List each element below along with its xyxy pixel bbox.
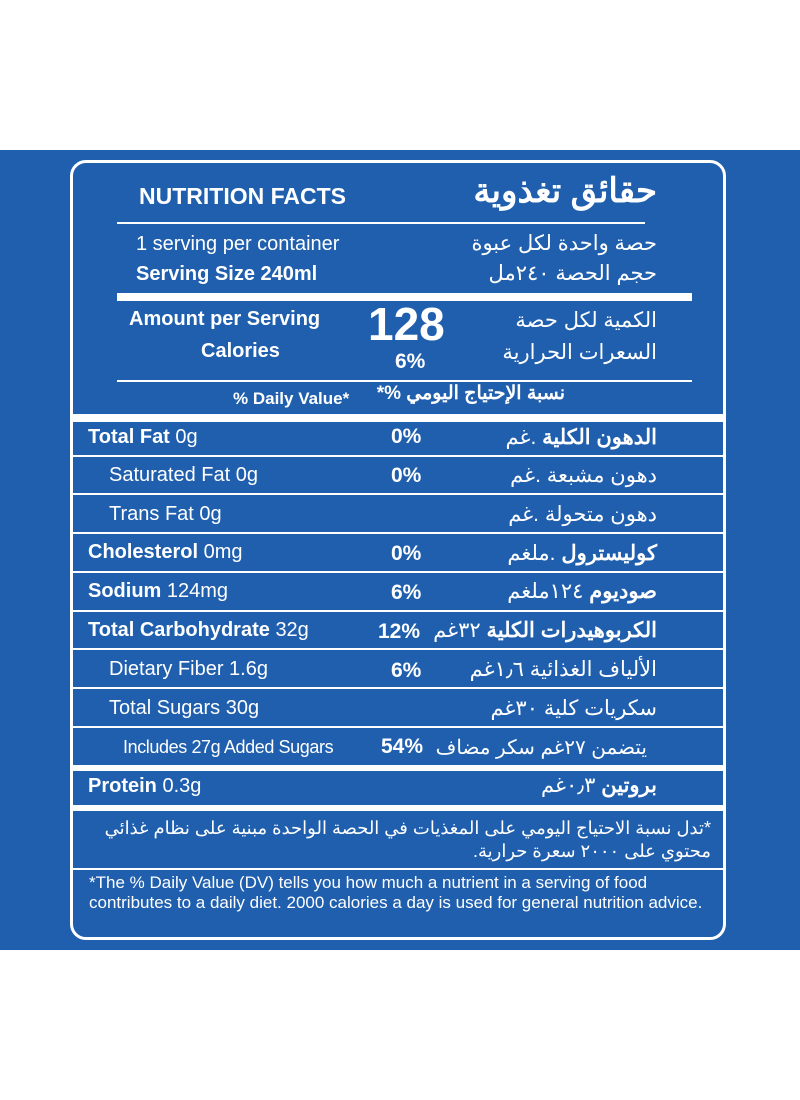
serving-size-ar: حجم الحصة ٢٤٠مل	[488, 262, 657, 285]
divider	[73, 868, 723, 870]
servings-per-container-ar: حصة واحدة لكل عبوة	[471, 232, 657, 255]
sodium-percent: 6%	[391, 581, 422, 604]
total-carbohydrate-ar: الكربوهيدرات الكلية ٣٢غم	[433, 619, 657, 642]
saturated-fat-percent: 0%	[391, 464, 422, 487]
footnote-ar: *تدل نسبة الاحتياج اليومي على المغذيات ف…	[104, 818, 711, 861]
dietary-fiber-en: Dietary Fiber 1.6g	[109, 658, 268, 680]
total-sugars-en: Total Sugars 30g	[109, 697, 260, 719]
total-fat-percent: 0%	[391, 425, 422, 448]
divider	[73, 455, 723, 457]
title-en: NUTRITION FACTS	[139, 183, 346, 209]
divider	[73, 532, 723, 534]
footnote-en: *The % Daily Value (DV) tells you how mu…	[89, 873, 703, 912]
calories-value: 128	[368, 298, 445, 350]
total-carbohydrate-percent: 12%	[378, 620, 421, 643]
saturated-fat-en: Saturated Fat 0g	[109, 464, 258, 486]
sodium-ar: صوديوم ١٢٤ملغم	[507, 580, 657, 603]
added-sugars-percent: 54%	[381, 735, 424, 758]
thick-divider	[73, 414, 723, 422]
total-carbohydrate-en: Total Carbohydrate 32g	[88, 619, 309, 641]
divider	[117, 380, 692, 382]
calories-label-ar: السعرات الحرارية	[502, 341, 657, 364]
divider	[73, 493, 723, 495]
saturated-fat-ar: دهون مشبعة .غم	[510, 464, 657, 487]
total-fat-ar: الدهون الكلية .غم	[505, 426, 657, 449]
dietary-fiber-percent: 6%	[391, 659, 422, 682]
thick-divider	[73, 805, 723, 811]
trans-fat-en: Trans Fat 0g	[109, 503, 222, 525]
cholesterol-ar: كوليسترول .ملغم	[507, 542, 657, 565]
daily-value-header-ar: نسبة الإحتياج اليومي %*	[376, 383, 565, 404]
sodium-en: Sodium 124mg	[88, 580, 229, 602]
calories-label-en: Calories	[201, 340, 280, 362]
serving-size-en: Serving Size 240ml	[136, 263, 318, 285]
cholesterol-en: Cholesterol 0mg	[88, 541, 243, 563]
nutrition-facts-panel: NUTRITION FACTS حقائق تغذوية 1 serving p…	[70, 160, 726, 940]
cholesterol-percent: 0%	[391, 542, 422, 565]
dietary-fiber-ar: الألياف الغذائية ١٫٦غم	[469, 658, 657, 681]
total-fat-en: Total Fat 0g	[88, 426, 198, 448]
calories-percent: 6%	[395, 350, 426, 373]
divider	[73, 571, 723, 573]
divider	[73, 687, 723, 689]
protein-en: Protein 0.3g	[88, 775, 202, 797]
title-ar: حقائق تغذوية	[473, 172, 657, 210]
thick-divider	[73, 765, 723, 771]
thick-divider	[117, 293, 692, 301]
protein-ar: بروتين ٠٫٣غم	[541, 774, 657, 797]
divider	[117, 222, 645, 224]
added-sugars-ar: يتضمن ٢٧غم سكر مضاف	[435, 737, 647, 759]
daily-value-header-en: % Daily Value*	[233, 389, 350, 408]
amount-per-serving-ar: الكمية لكل حصة	[515, 309, 657, 332]
trans-fat-ar: دهون متحولة .غم	[508, 503, 657, 526]
amount-per-serving-en: Amount per Serving	[129, 308, 321, 330]
blue-background-band	[0, 150, 800, 950]
divider	[73, 610, 723, 612]
total-sugars-ar: سكريات كلية ٣٠غم	[490, 697, 657, 720]
servings-per-container-en: 1 serving per container	[136, 233, 340, 255]
divider	[73, 648, 723, 650]
divider	[73, 726, 723, 728]
added-sugars-en: Includes 27g Added Sugars	[123, 737, 334, 757]
